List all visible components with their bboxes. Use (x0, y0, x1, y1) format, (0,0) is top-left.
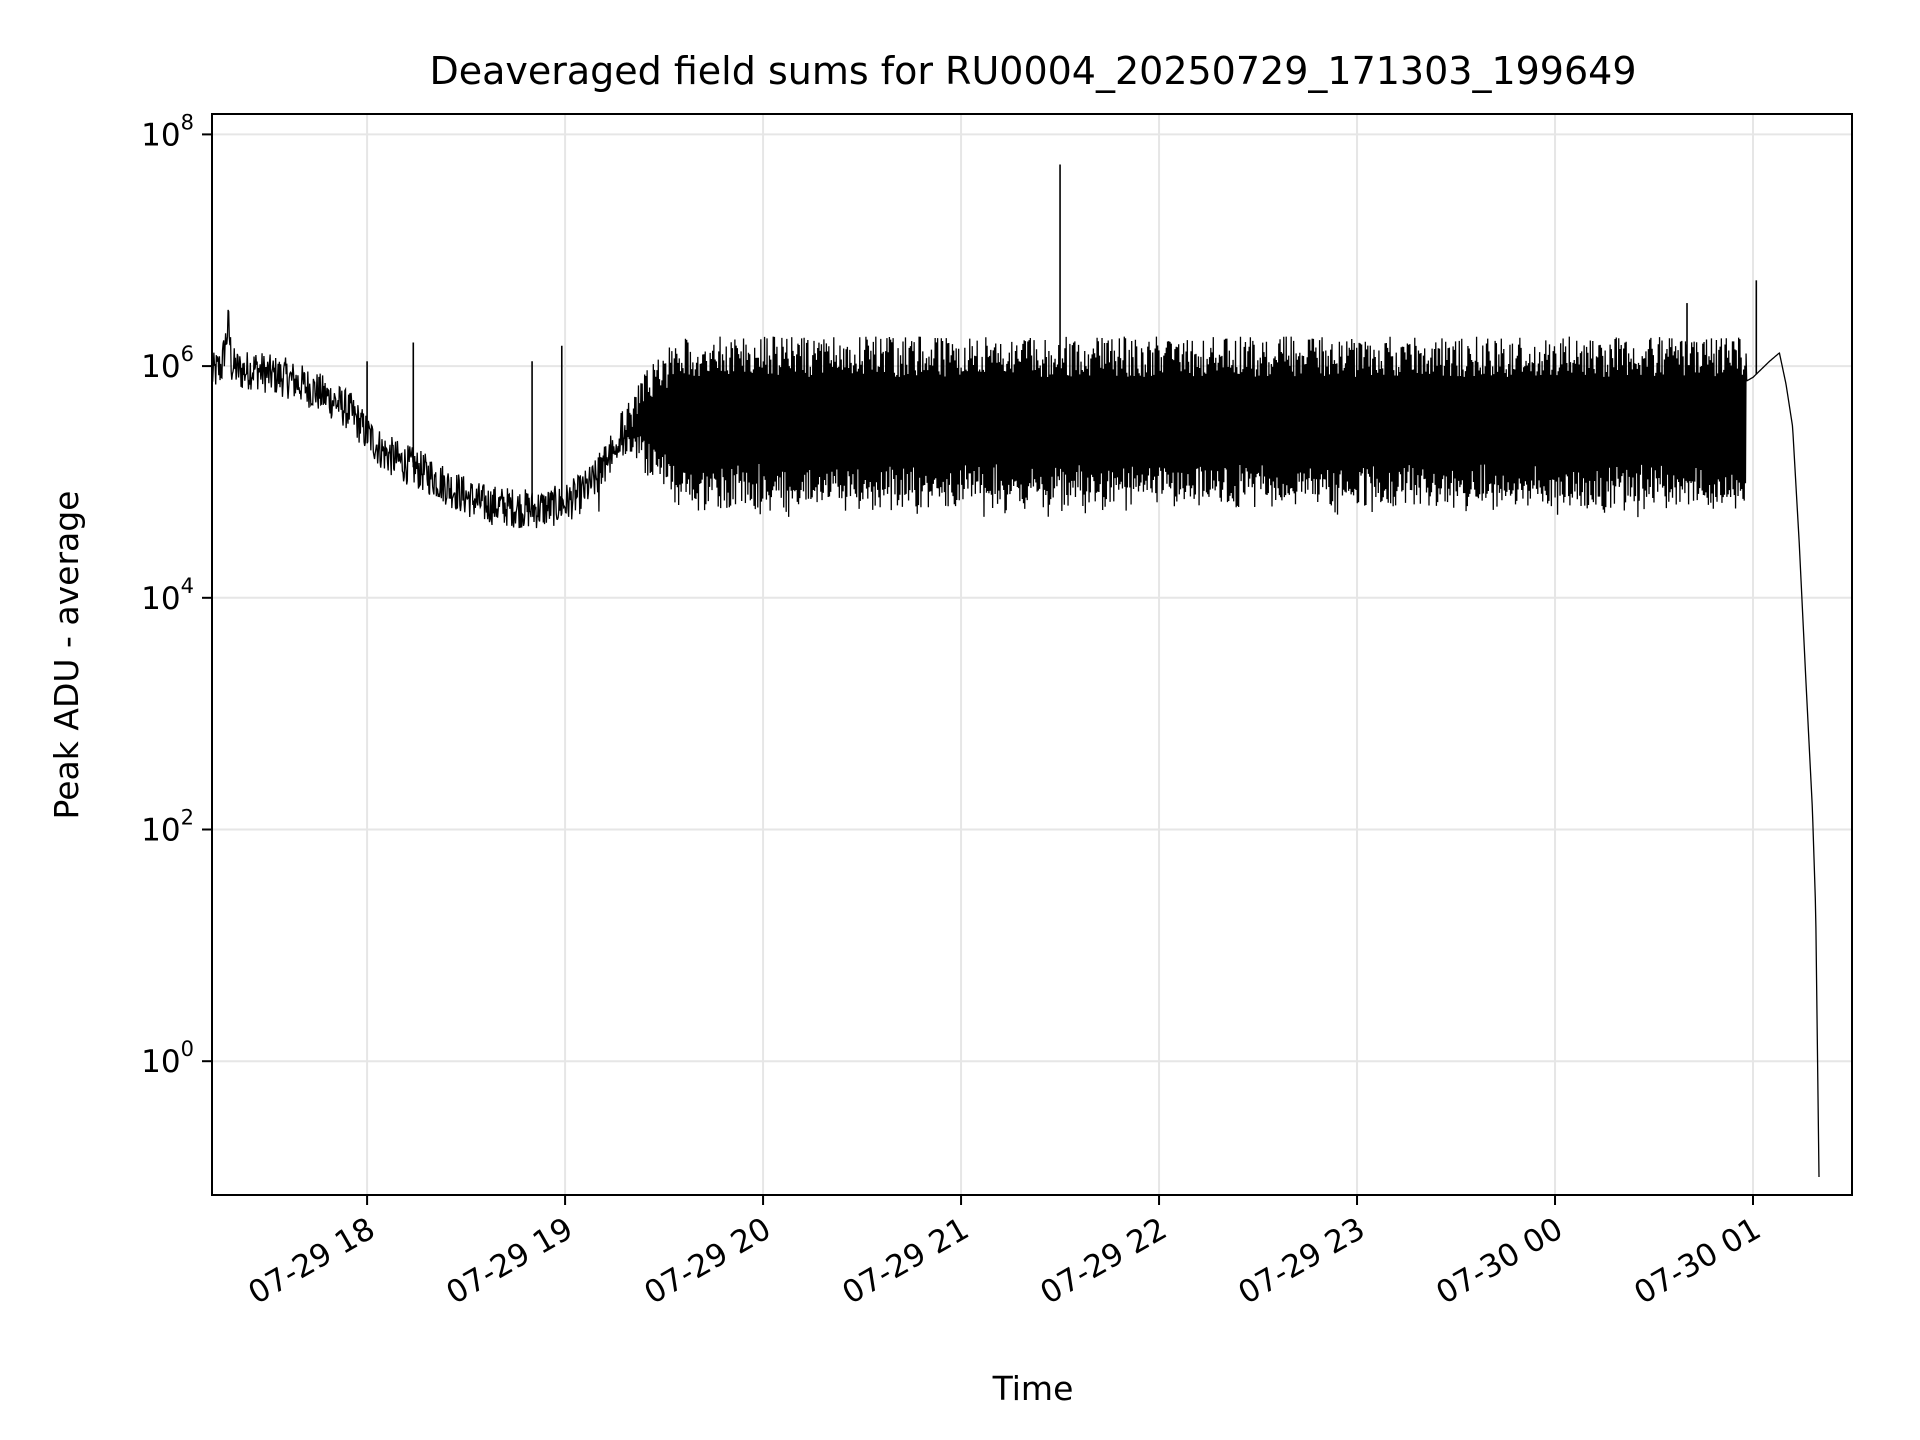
x-axis-label: Time (992, 1369, 1074, 1408)
grid (212, 114, 1852, 1195)
y-tick-label: 108 (141, 110, 194, 153)
series-line (211, 309, 1820, 1178)
chart-title: Deaveraged field sums for RU0004_2025072… (429, 49, 1636, 93)
data-layer (211, 164, 1820, 1178)
y-axis: 100 102 104 106 108 (141, 110, 212, 1080)
y-tick-label: 104 (141, 574, 194, 617)
y-tick-label: 106 (141, 342, 194, 385)
y-tick-label: 100 (141, 1037, 194, 1080)
plot-frame (211, 113, 1853, 1196)
y-axis-label: Peak ADU - average (47, 491, 86, 820)
y-tick-label: 102 (141, 806, 194, 849)
